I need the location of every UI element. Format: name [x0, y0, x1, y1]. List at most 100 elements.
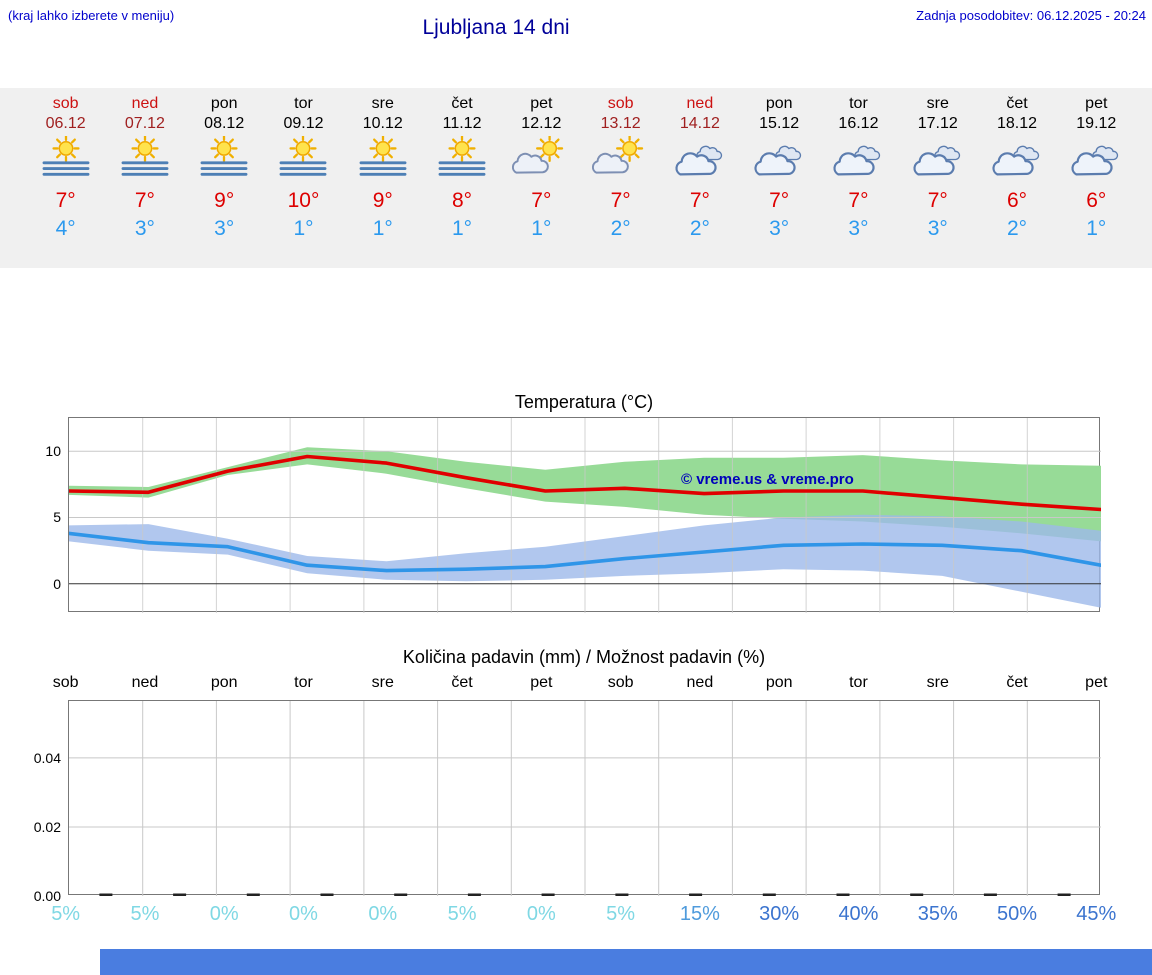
precipitation-chart: 0.00 0.02 0.04: [34, 700, 1101, 904]
low-temp: 1°: [452, 217, 473, 240]
precip-bar: [467, 893, 481, 896]
sun-cloud-icon: [591, 134, 650, 180]
precip-day-label: sob: [52, 674, 79, 691]
precip-day-labels: sob ned pon tor sre čet pet sob ned pon tor sre čet p…: [0, 674, 1152, 692]
forecast-day: sre 10.12 9° 1°: [343, 94, 422, 268]
forecast-strip: sob 06.12 7° 4° ned 07.12 7° 3° pon 08.12 9° 3° tor 0…: [0, 88, 1152, 268]
forecast-day: sre 17.12 7° 3°: [898, 94, 977, 268]
precip-day-label: sre: [926, 674, 949, 691]
forecast-day: čet 18.12 6° 2°: [977, 94, 1056, 268]
low-temp: 3°: [848, 217, 869, 240]
day-name-label: pon: [765, 95, 793, 112]
high-temp: 7°: [134, 189, 155, 212]
temperature-chart-title: Temperatura (°C): [514, 392, 654, 412]
low-temp: 1°: [293, 217, 314, 240]
y-axis-label: 5: [53, 509, 61, 526]
precip-bar: [1057, 893, 1071, 896]
temperature-chart: © vreme.us & vreme.pro 0 5 10: [45, 417, 1101, 613]
precip-probability: 5%: [447, 903, 477, 925]
max-temp-line: [69, 454, 1101, 512]
y-axis-label: 10: [45, 443, 61, 460]
sun-fog-icon: [354, 134, 412, 180]
low-temp: 3°: [769, 217, 790, 240]
precip-day-label: čet: [451, 674, 473, 691]
low-temp: 3°: [927, 217, 948, 240]
precip-bar: [983, 893, 997, 896]
low-temp: 2°: [689, 217, 710, 240]
clouds-icon: [988, 136, 1046, 180]
precip-probability: 40%: [838, 903, 879, 925]
day-date-label: 19.12: [1076, 115, 1117, 132]
precip-bar: [910, 893, 924, 896]
forecast-day: pon 08.12 9° 3°: [185, 94, 264, 268]
low-temp: 1°: [531, 217, 552, 240]
clouds-icon: [750, 136, 808, 180]
precip-bar: [246, 893, 260, 896]
clouds-icon: [671, 136, 729, 180]
forecast-day: tor 16.12 7° 3°: [819, 94, 898, 268]
precip-bar: [541, 893, 555, 896]
precip-probability: 0%: [526, 903, 556, 925]
day-date-label: 11.12: [442, 115, 482, 132]
low-temp: 3°: [134, 217, 155, 240]
sun-fog-icon: [37, 134, 95, 180]
day-date-label: 13.12: [600, 115, 641, 132]
precip-probability: 45%: [1076, 903, 1117, 925]
high-temp: 7°: [689, 189, 710, 212]
precipitation-chart-title: Količina padavin (mm) / Možnost padavin …: [402, 647, 766, 667]
high-temp: 7°: [55, 189, 76, 212]
day-date-label: 14.12: [679, 115, 720, 132]
day-name-label: pet: [1085, 95, 1108, 112]
high-temp: 9°: [214, 189, 235, 212]
precip-day-label: tor: [294, 674, 313, 691]
high-temp: 9°: [372, 189, 393, 212]
precip-bar: [762, 893, 776, 896]
precip-day-label: čet: [1006, 674, 1028, 691]
high-temp: 7°: [769, 189, 790, 212]
day-name-label: čet: [1006, 95, 1028, 112]
y-axis-label: 0.04: [33, 749, 61, 766]
high-temp: 7°: [531, 189, 552, 212]
watermark-link[interactable]: © vreme.us & vreme.pro: [681, 471, 854, 488]
clouds-icon: [909, 136, 967, 180]
forecast-day: tor 09.12 10° 1°: [264, 94, 343, 268]
forecast-day: pet 19.12 6° 1°: [1057, 94, 1136, 268]
precip-probability: 5%: [51, 903, 81, 925]
location-menu-hint: (kraj lahko izberete v meniju): [8, 8, 175, 23]
day-date-label: 09.12: [283, 115, 324, 132]
precip-probability: 15%: [679, 903, 720, 925]
precip-day-label: pon: [765, 674, 793, 691]
day-date-label: 16.12: [838, 115, 879, 132]
forecast-day: čet 11.12 8° 1°: [422, 94, 501, 268]
precip-probability: 5%: [606, 903, 636, 925]
precip-day-label: sre: [371, 674, 394, 691]
y-axis-label: 0.00: [33, 888, 61, 904]
page-title: Ljubljana 14 dni: [422, 16, 570, 39]
precip-probability-row: 5% 5% 0% 0% 0% 5% 0% 5% 15% 30% 40% 35% 50% 45%: [0, 903, 1152, 926]
precip-probability: 50%: [997, 903, 1038, 925]
low-temp: 1°: [372, 217, 393, 240]
day-date-label: 12.12: [521, 115, 562, 132]
day-name-label: sob: [52, 95, 79, 112]
day-name-label: sre: [371, 95, 394, 112]
forecast-day: pon 15.12 7° 3°: [740, 94, 819, 268]
high-temp: 7°: [610, 189, 631, 212]
day-name-label: pet: [530, 95, 553, 112]
last-update-text: Zadnja posodobitev: 06.12.2025 - 20:24: [916, 8, 1146, 23]
precip-bar: [173, 893, 187, 896]
high-temp: 7°: [848, 189, 869, 212]
precip-bar: [689, 893, 703, 896]
forecast-day: ned 14.12 7° 2°: [660, 94, 739, 268]
precip-probability: 0%: [368, 903, 398, 925]
day-name-label: pon: [210, 95, 238, 112]
precip-probability: 0%: [209, 903, 239, 925]
high-temp: 8°: [452, 189, 473, 212]
precip-day-label: tor: [849, 674, 868, 691]
day-name-label: čet: [451, 95, 473, 112]
footer-bar: [100, 949, 1152, 975]
sun-fog-icon: [195, 134, 253, 180]
day-name-label: tor: [294, 95, 313, 112]
day-date-label: 08.12: [204, 115, 245, 132]
day-name-label: sre: [926, 95, 949, 112]
sun-fog-icon: [433, 134, 491, 180]
